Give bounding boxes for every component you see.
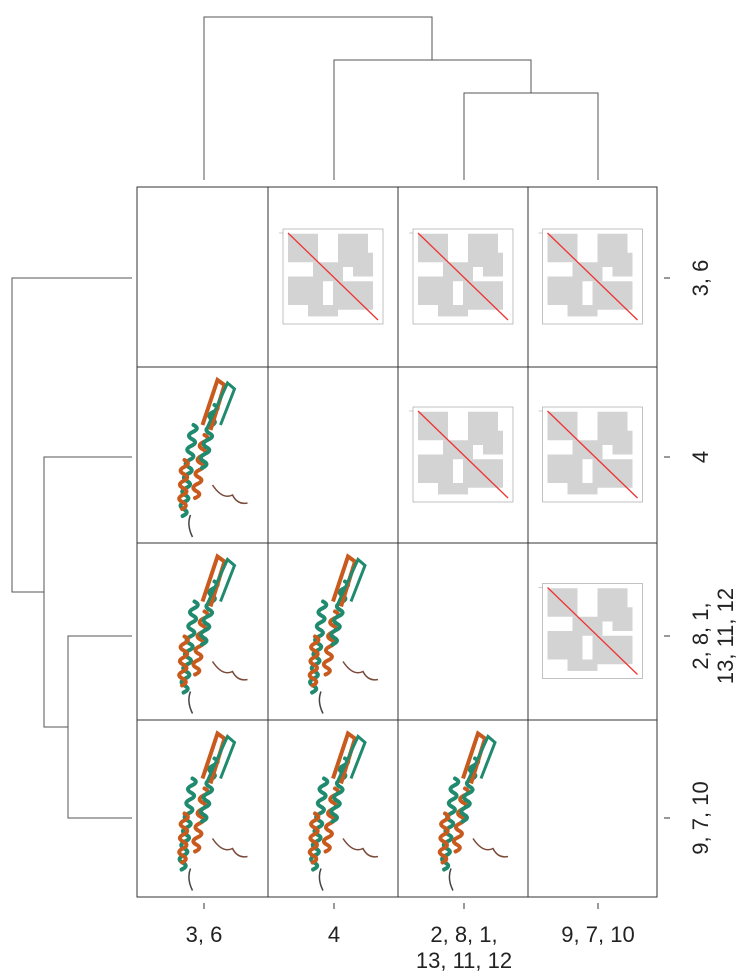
helix <box>329 579 351 647</box>
helix <box>177 458 190 511</box>
dot-plot <box>538 583 643 679</box>
helix <box>309 776 330 872</box>
loop <box>188 691 194 714</box>
diagonal <box>547 587 638 675</box>
column-label: 2, 8, 1, <box>430 922 497 947</box>
left-dendrogram <box>11 277 132 819</box>
sheet <box>206 380 237 428</box>
column-label: 3, 6 <box>186 922 223 947</box>
dot-plot <box>279 228 384 325</box>
row-label: 9, 7, 10 <box>688 781 713 854</box>
dot-block <box>567 483 598 495</box>
diagonal <box>547 410 638 499</box>
dot-block <box>612 252 633 277</box>
helix <box>329 756 351 824</box>
dendrogram-branch <box>43 456 132 728</box>
dot-plot <box>538 406 643 503</box>
dot-block <box>483 430 503 455</box>
helix <box>198 579 220 647</box>
protein-structure <box>307 730 379 891</box>
loop <box>211 838 248 858</box>
loop <box>318 868 324 891</box>
helix <box>177 811 190 865</box>
sheet <box>206 557 237 605</box>
dot-plot <box>538 228 643 325</box>
helix <box>198 403 220 470</box>
row-label: 13, 11, 12 <box>713 588 738 684</box>
loop <box>448 868 454 891</box>
matrix <box>177 228 643 891</box>
loop <box>318 691 324 714</box>
row-label: 3, 6 <box>688 260 713 297</box>
helix <box>177 634 190 688</box>
helix <box>179 599 200 695</box>
column-label: 9, 7, 10 <box>561 922 634 947</box>
dot-block <box>438 305 468 317</box>
dendrogram-branch <box>67 635 132 819</box>
dendrogram-branch <box>203 16 433 180</box>
loop <box>342 661 379 681</box>
protein-structure <box>177 730 248 891</box>
sheet <box>336 557 367 605</box>
helix <box>178 423 199 518</box>
diagonal <box>417 410 509 499</box>
dendrogram-branch <box>333 59 532 180</box>
dot-block <box>438 483 468 495</box>
column-label: 4 <box>328 922 340 947</box>
dot-block <box>567 659 598 671</box>
loop <box>188 514 194 538</box>
diagonal <box>287 232 379 321</box>
loop <box>211 661 248 681</box>
column-label: 13, 11, 12 <box>416 948 512 973</box>
helix <box>459 756 481 824</box>
sheet <box>466 734 497 782</box>
sheet <box>206 734 237 782</box>
dendrogram-branch <box>463 92 599 180</box>
loop <box>472 838 509 858</box>
helix <box>437 811 451 865</box>
dot-block <box>567 305 598 317</box>
dot-block <box>308 305 338 317</box>
dot-plot <box>409 228 514 325</box>
helix <box>198 756 220 824</box>
diagonal <box>547 232 638 321</box>
row-label: 2, 8, 1, <box>688 602 713 669</box>
helix <box>307 811 321 865</box>
dendrogram-branch <box>11 277 132 593</box>
protein-structure <box>177 376 248 538</box>
helix <box>440 776 461 872</box>
protein-structure <box>177 553 248 714</box>
dot-block <box>612 607 633 631</box>
row-label: 4 <box>688 451 713 463</box>
dot-plot <box>409 406 514 503</box>
dot-block <box>483 252 503 277</box>
loop <box>342 838 379 858</box>
ticks <box>203 277 670 909</box>
grid <box>136 186 658 898</box>
diagonal <box>417 232 509 321</box>
sheet <box>336 734 367 782</box>
protein-structure <box>307 553 379 714</box>
loop <box>211 484 248 505</box>
loop <box>188 868 194 891</box>
protein-structure <box>437 730 509 891</box>
dot-block <box>612 430 633 455</box>
top-dendrogram <box>203 16 599 180</box>
helix <box>307 634 321 688</box>
dot-block <box>353 252 373 277</box>
